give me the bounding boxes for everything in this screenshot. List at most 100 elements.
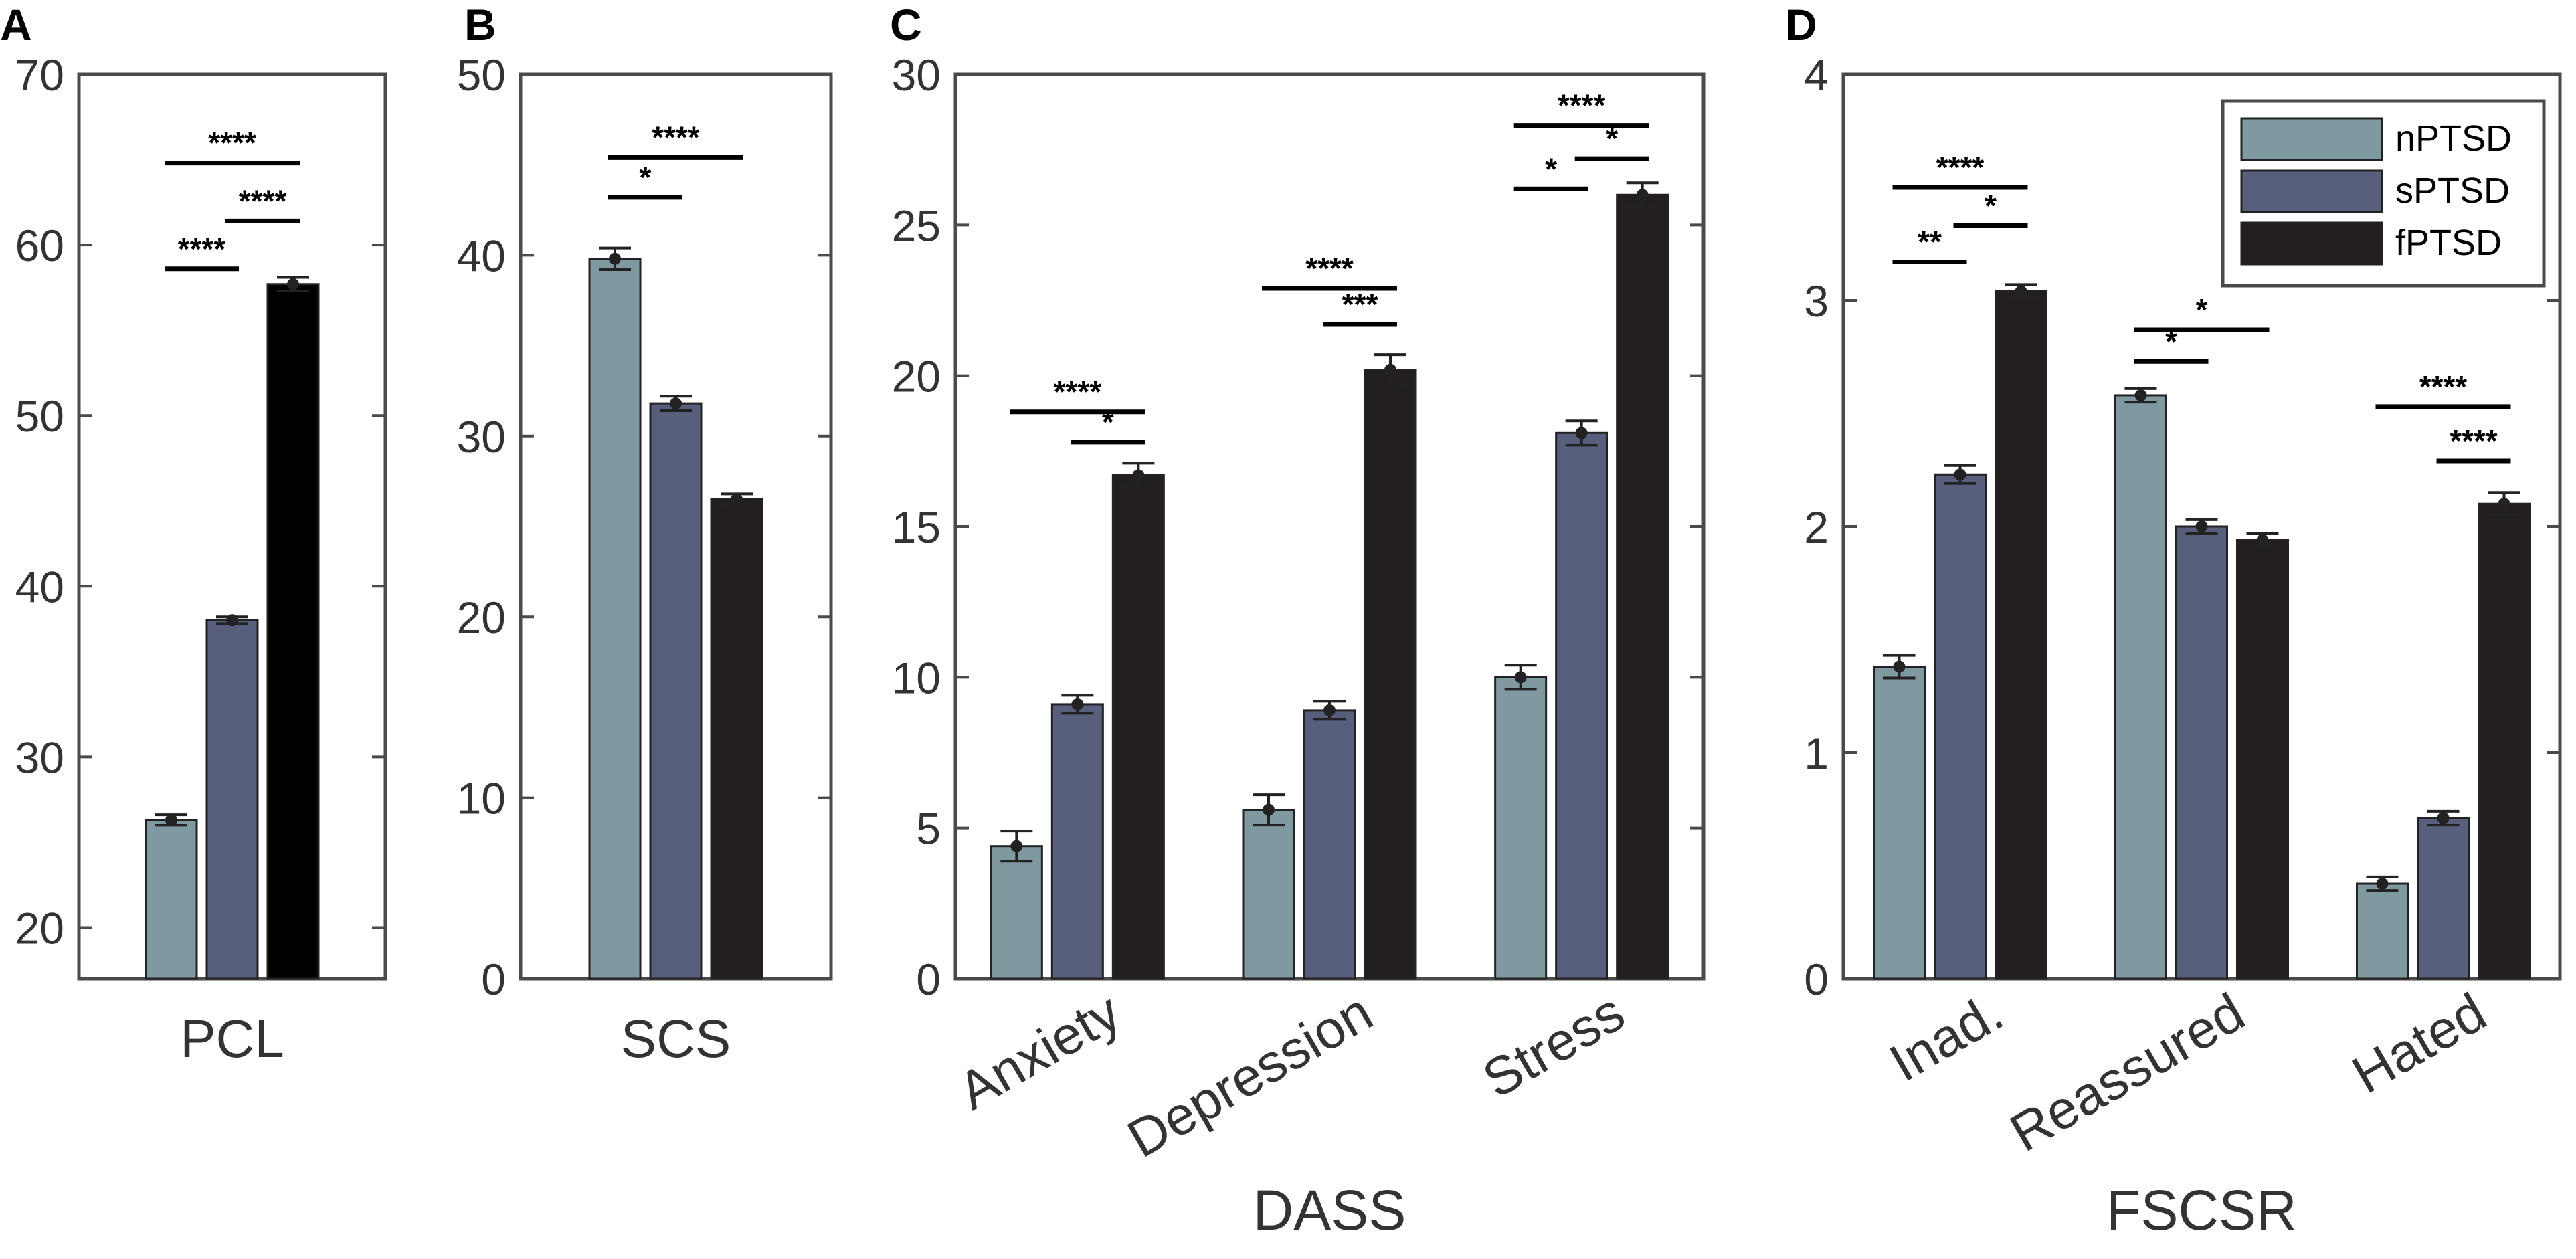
y-tick-label: 5 <box>916 804 941 854</box>
bar-sptsd <box>1050 703 1104 980</box>
mean-marker <box>2376 878 2389 890</box>
y-tick-label: 50 <box>457 50 506 100</box>
y-tick-label: 15 <box>892 502 941 552</box>
significance-label: **** <box>1054 375 1102 409</box>
panel-a: A 20 30 40 50 60 70 PCL **** **** **** <box>0 0 387 1068</box>
legend-label: sPTSD <box>2395 171 2510 211</box>
bar-nptsd <box>588 258 642 980</box>
y-tick-label: 30 <box>457 412 506 462</box>
legend-label: nPTSD <box>2395 118 2512 159</box>
significance-label: **** <box>178 231 226 266</box>
mean-marker <box>1323 704 1336 716</box>
bar-nptsd <box>1242 809 1295 980</box>
significance-label: **** <box>2419 369 2468 404</box>
legend-swatch-fptsd <box>2240 221 2383 266</box>
mean-marker <box>1384 363 1396 376</box>
significance-label: **** <box>1558 88 1606 123</box>
bar-fptsd <box>1995 290 2047 980</box>
y-tick-label: 60 <box>15 221 64 270</box>
y-tick-label: 50 <box>15 391 64 441</box>
panel-b: B 0 10 20 30 40 50 SCS ***** <box>457 0 833 1068</box>
significance-label: ** <box>1918 225 1942 260</box>
mean-marker <box>287 278 299 290</box>
mean-marker <box>2498 498 2510 510</box>
mean-marker <box>2195 520 2208 532</box>
y-tick-label: 20 <box>457 593 506 642</box>
mean-marker <box>670 397 682 410</box>
mean-marker <box>1636 189 1649 201</box>
bar-sptsd <box>1303 709 1356 980</box>
panel-letter: C <box>890 0 922 50</box>
bar-sptsd <box>2175 525 2228 980</box>
y-tick-label: 2 <box>1804 502 1829 552</box>
bar-fptsd <box>1616 193 1669 980</box>
bar-nptsd <box>1494 676 1548 980</box>
y-tick-label: 70 <box>15 50 64 100</box>
category-label: PCL <box>180 1009 284 1068</box>
mean-marker <box>1132 469 1145 482</box>
x-axis-label: DASS <box>1253 1179 1406 1242</box>
bar-nptsd <box>990 845 1043 980</box>
mean-marker <box>1263 803 1275 816</box>
significance-label: **** <box>239 183 287 218</box>
legend-swatch-sptsd <box>2240 169 2383 213</box>
bar-fptsd <box>2236 539 2289 980</box>
category-label: Depression <box>1118 982 1382 1169</box>
bar-fptsd <box>1111 474 1165 980</box>
mean-marker <box>2256 534 2269 547</box>
bar-fptsd <box>1364 369 1417 980</box>
mean-marker <box>2015 285 2027 298</box>
mean-marker <box>2134 389 2147 401</box>
bar-sptsd <box>1555 431 1608 980</box>
mean-marker <box>1575 427 1588 440</box>
y-tick-label: 0 <box>481 955 506 1004</box>
y-tick-label: 10 <box>457 774 506 824</box>
significance-label: * <box>640 160 652 195</box>
y-tick-label: 0 <box>916 955 941 1004</box>
y-tick-label: 25 <box>892 201 941 250</box>
significance-label: * <box>1606 121 1618 156</box>
y-tick-label: 10 <box>892 653 941 702</box>
significance-label: **** <box>1936 150 1985 185</box>
mean-marker <box>226 614 238 627</box>
bar-sptsd <box>1934 473 1987 980</box>
bar-sptsd <box>2417 817 2470 980</box>
y-tick-label: 0 <box>1804 955 1829 1004</box>
y-tick-label: 40 <box>457 231 506 280</box>
bar-nptsd <box>2356 882 2409 980</box>
significance-label: * <box>1985 188 1997 223</box>
panel-letter: B <box>464 0 496 50</box>
y-tick-label: 20 <box>892 352 941 401</box>
bar-fptsd <box>2478 502 2531 980</box>
significance-label: **** <box>2450 423 2498 458</box>
significance-label: *** <box>1342 287 1378 322</box>
significance-label: **** <box>208 126 256 161</box>
significance-label: * <box>1545 151 1557 186</box>
category-label: Anxiety <box>948 982 1130 1121</box>
mean-marker <box>1010 840 1023 852</box>
mean-marker <box>165 813 177 826</box>
bar-fptsd <box>266 283 320 980</box>
y-tick-label: 4 <box>1804 50 1829 100</box>
significance-label: **** <box>1305 251 1354 286</box>
category-label: SCS <box>621 1009 731 1068</box>
mean-marker <box>1514 671 1527 684</box>
panel-letter: D <box>1785 0 1817 50</box>
bar-nptsd <box>145 819 198 980</box>
mean-marker <box>1893 660 1906 673</box>
mean-marker <box>1071 698 1084 710</box>
bar-nptsd <box>2114 394 2167 980</box>
y-tick-label: 30 <box>15 733 64 782</box>
bar-fptsd <box>710 498 763 980</box>
bar-sptsd <box>205 619 259 980</box>
category-label: Inad. <box>1879 982 2013 1093</box>
mean-marker <box>731 493 743 506</box>
y-tick-label: 40 <box>15 562 64 611</box>
significance-label: * <box>2196 292 2208 327</box>
mean-marker <box>2437 812 2450 825</box>
bar-sptsd <box>649 402 703 980</box>
x-axis-label: FSCSR <box>2106 1179 2297 1242</box>
category-label: Stress <box>1473 982 1634 1109</box>
category-label: Hated <box>2342 982 2496 1105</box>
